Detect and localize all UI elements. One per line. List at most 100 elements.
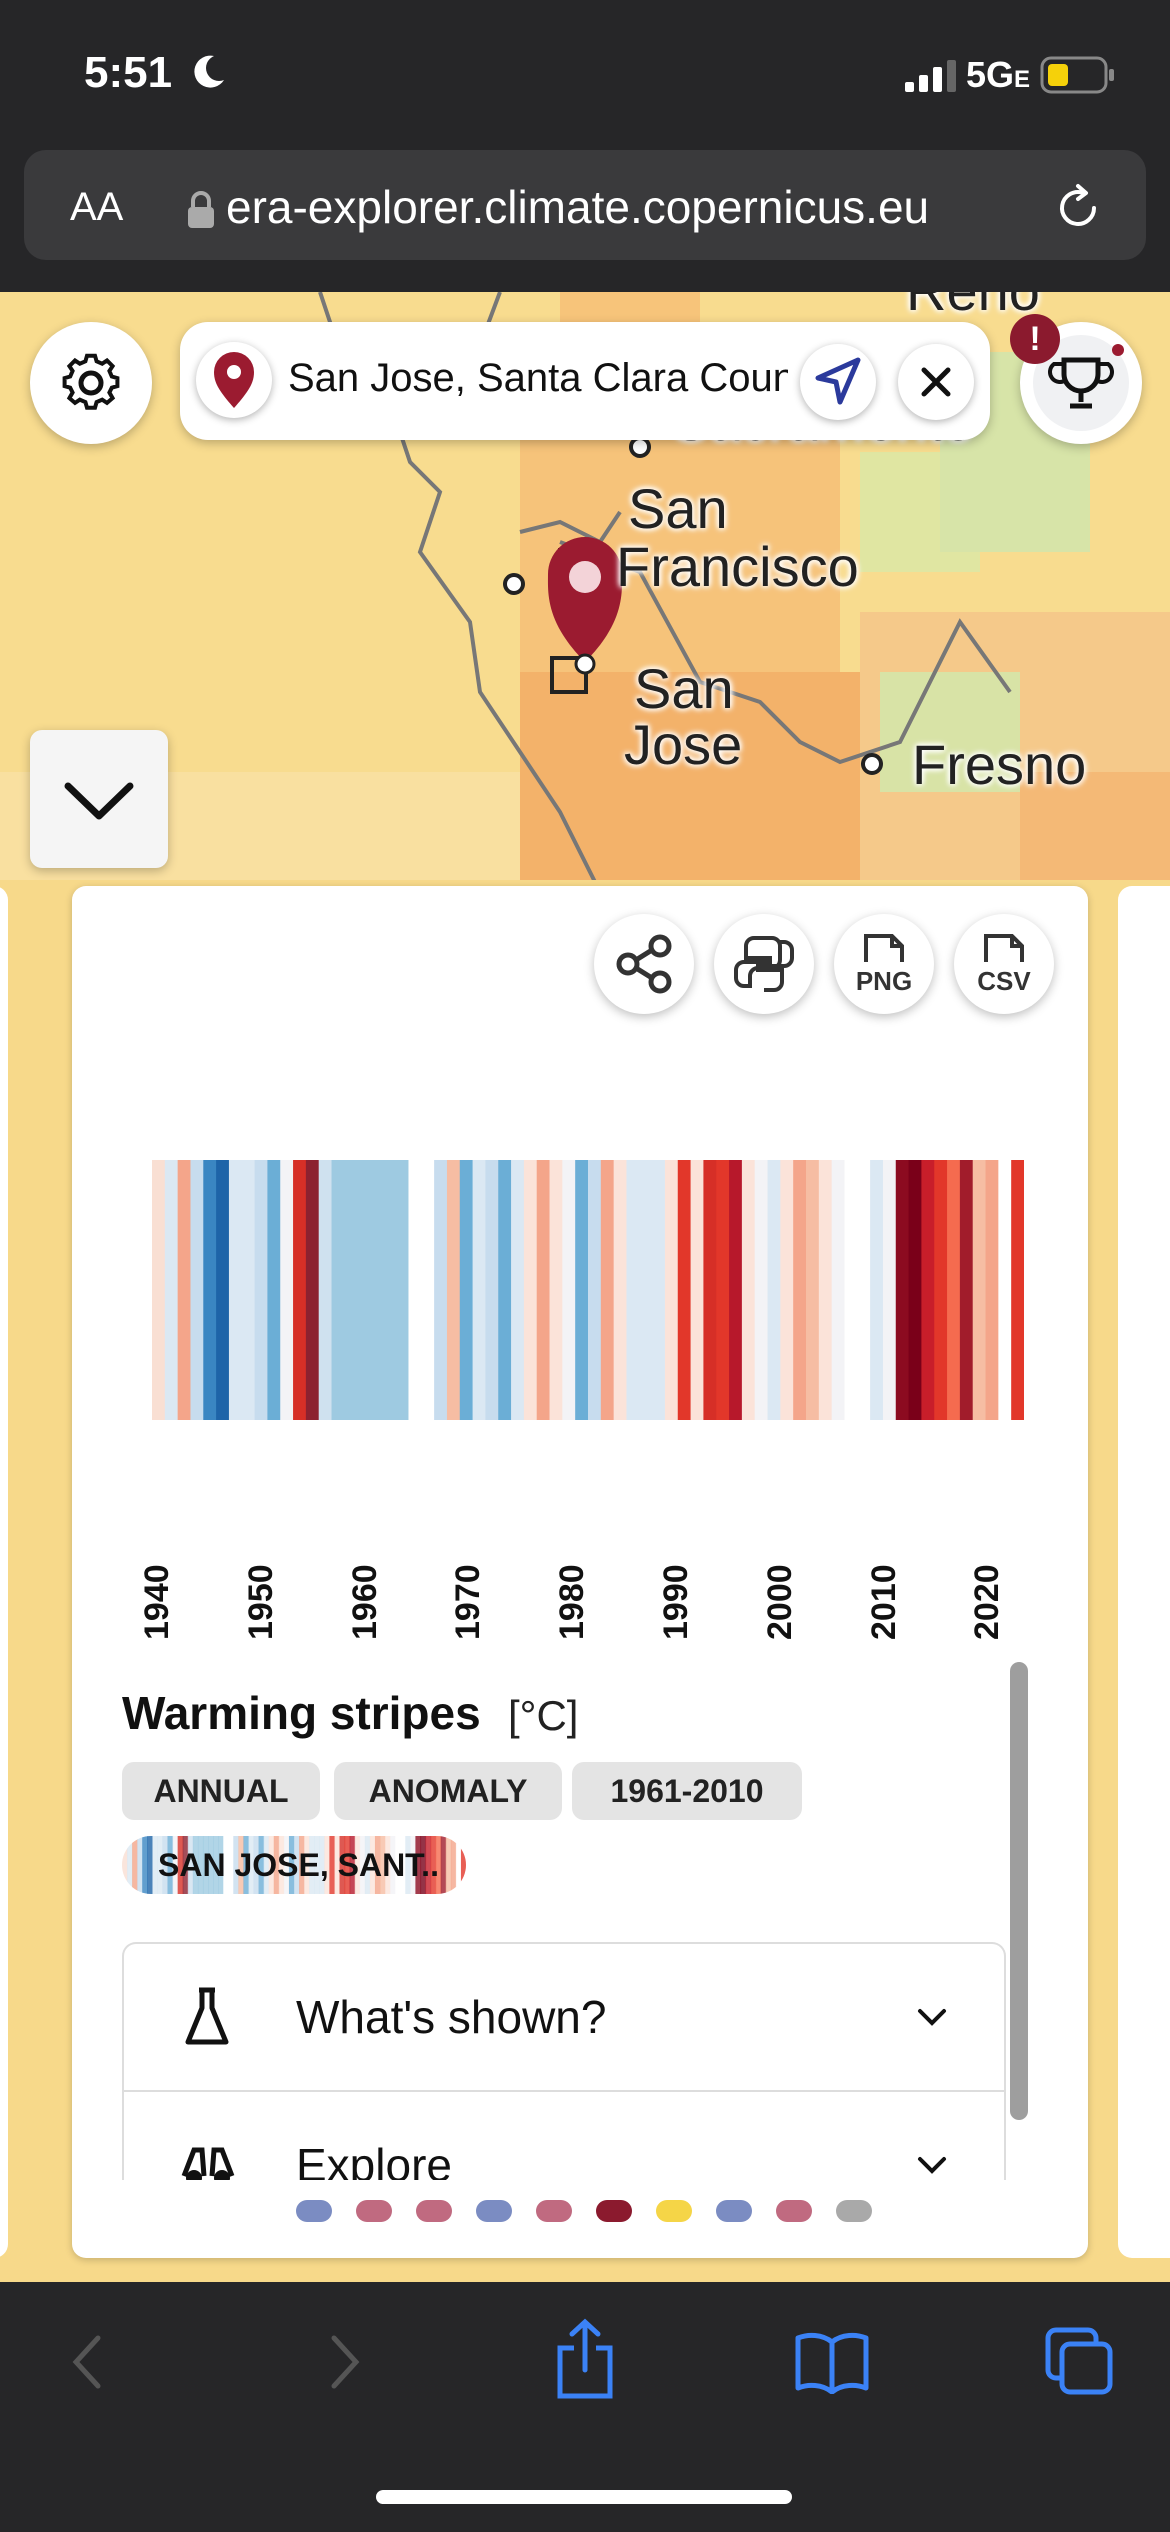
scrollbar[interactable] — [1010, 1662, 1028, 2120]
network-label: 5GE — [966, 54, 1031, 95]
chip-stripe — [233, 1836, 239, 1894]
chip-reference-period[interactable]: 1961-2010 — [572, 1762, 802, 1820]
stripe — [908, 1160, 923, 1420]
page-dot[interactable] — [836, 2200, 872, 2222]
x-tick-label: 2000 — [760, 1564, 799, 1640]
stripe — [190, 1160, 204, 1420]
chip-stripe — [349, 1836, 356, 1894]
png-label: PNG — [855, 966, 913, 996]
moon-icon — [194, 55, 224, 88]
settings-button[interactable] — [30, 322, 152, 444]
chip-stripe — [420, 1836, 427, 1894]
stripe — [703, 1160, 717, 1420]
x-tick-label: 1950 — [241, 1564, 280, 1640]
file-icon — [984, 934, 1024, 962]
page-dot[interactable] — [656, 2200, 692, 2222]
navigation-arrow-icon — [815, 357, 861, 405]
forward-icon[interactable] — [318, 2330, 368, 2394]
x-tick-label: 2020 — [968, 1564, 1007, 1640]
previous-card[interactable] — [0, 886, 8, 2258]
chip-stripe — [122, 1836, 128, 1894]
chip-stripe — [283, 1836, 290, 1894]
binoculars-icon — [181, 2147, 235, 2180]
location-chip-label: SAN JOSE, SANT.. — [158, 1847, 439, 1883]
bookmarks-icon[interactable] — [794, 2330, 870, 2394]
chip-stripe — [410, 1836, 417, 1894]
stripe — [575, 1160, 589, 1420]
stripe — [203, 1160, 217, 1420]
download-png-button[interactable]: PNG — [834, 914, 934, 1014]
stripe — [741, 1160, 756, 1420]
accordion-whats-shown[interactable]: What's shown? — [124, 1944, 1004, 2092]
stripe — [793, 1160, 807, 1420]
stripe — [498, 1160, 512, 1420]
stripe — [998, 1160, 1012, 1420]
tabs-icon[interactable] — [1044, 2326, 1116, 2396]
chip-stripe — [238, 1836, 245, 1894]
map-label-san-jose-1: San — [634, 657, 734, 720]
share-sheet-icon[interactable] — [550, 2318, 620, 2400]
page-dot[interactable] — [476, 2200, 512, 2222]
python-code-button[interactable] — [714, 914, 814, 1014]
page-dot[interactable] — [536, 2200, 572, 2222]
warming-stripes-chart[interactable] — [152, 1160, 1024, 1420]
stripe — [446, 1160, 461, 1420]
stripe — [549, 1160, 563, 1420]
page-dot[interactable] — [716, 2200, 752, 2222]
chip-stripe — [304, 1836, 310, 1894]
back-icon[interactable] — [64, 2330, 114, 2394]
clear-search-button[interactable] — [898, 344, 974, 420]
location-chip[interactable] — [122, 1836, 466, 1894]
chip-stripe — [455, 1836, 462, 1894]
stripe — [511, 1160, 525, 1420]
page-dot[interactable] — [296, 2200, 332, 2222]
stripe — [972, 1160, 987, 1420]
chip-stripe — [344, 1836, 351, 1894]
location-pin-button[interactable] — [196, 342, 272, 418]
x-tick-label: 2010 — [864, 1564, 903, 1640]
stripe — [254, 1160, 269, 1420]
stripe — [459, 1160, 474, 1420]
accordion-explore[interactable]: Explore — [124, 2092, 1004, 2180]
chip-anomaly[interactable]: ANOMALY — [334, 1762, 562, 1820]
stripe — [780, 1160, 794, 1420]
map-pin-icon — [214, 352, 254, 408]
share-button[interactable] — [594, 914, 694, 1014]
stripe — [421, 1160, 435, 1420]
x-tick-label: 1990 — [657, 1564, 696, 1640]
x-tick-label: 1940 — [138, 1564, 176, 1640]
trophy-icon — [1033, 335, 1129, 431]
chip-stripe — [400, 1836, 406, 1894]
page-dot[interactable] — [596, 2200, 632, 2222]
chip-stripe — [359, 1836, 366, 1894]
stripe — [318, 1160, 333, 1420]
locate-me-button[interactable] — [800, 344, 876, 420]
gear-icon — [62, 353, 120, 410]
chip-stripe — [243, 1836, 250, 1894]
stripe — [472, 1160, 487, 1420]
collapse-panel-button[interactable] — [30, 730, 168, 868]
location-search-input[interactable]: San Jose, Santa Clara County — [288, 356, 788, 400]
chip-stripe — [405, 1836, 411, 1894]
chevron-down-icon — [64, 782, 134, 820]
page-dot[interactable] — [776, 2200, 812, 2222]
chip-annual[interactable]: ANNUAL — [122, 1762, 320, 1820]
chip-stripe — [162, 1836, 169, 1894]
page-dot[interactable] — [356, 2200, 392, 2222]
url-text[interactable]: era-explorer.climate.copernicus.eu — [226, 181, 930, 233]
chip-stripe — [374, 1836, 381, 1894]
download-csv-button[interactable]: CSV — [954, 914, 1054, 1014]
chip-stripe — [197, 1836, 204, 1894]
reload-icon[interactable] — [1052, 182, 1104, 234]
chip-stripe — [339, 1836, 346, 1894]
close-icon — [921, 367, 951, 397]
next-card[interactable] — [1118, 886, 1170, 2258]
chip-stripe — [440, 1836, 447, 1894]
reader-options-button[interactable]: AA — [70, 185, 124, 229]
page-dot[interactable] — [416, 2200, 452, 2222]
chevron-down-icon — [918, 2009, 946, 2026]
achievements-button[interactable] — [1020, 322, 1142, 444]
chip-stripe — [309, 1836, 315, 1894]
stripe — [729, 1160, 743, 1420]
stripe — [588, 1160, 602, 1420]
